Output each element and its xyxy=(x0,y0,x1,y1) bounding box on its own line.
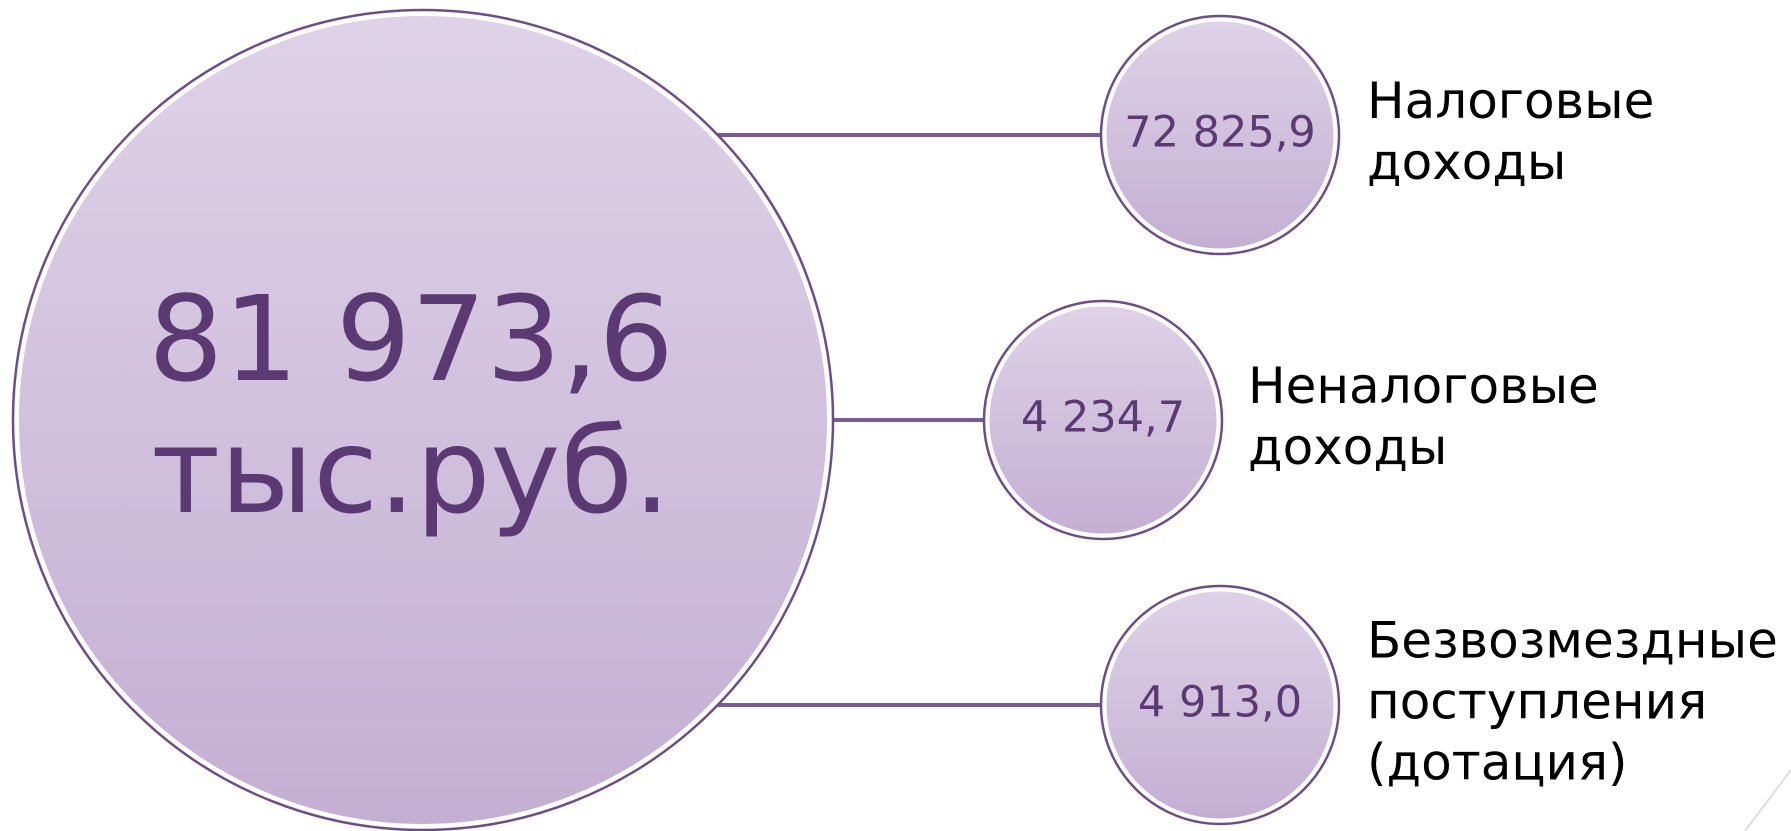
node-circle-border xyxy=(982,299,1224,541)
node-circle-border xyxy=(1099,14,1341,256)
center-circle-border xyxy=(11,8,835,831)
node-label: доходы xyxy=(1248,418,1447,476)
connectors xyxy=(700,133,1102,707)
node-label: Безвозмездные xyxy=(1367,612,1778,670)
node-value: 4 234,7 xyxy=(1021,393,1185,443)
node-label: Налоговые xyxy=(1367,72,1654,130)
node-label: (дотация) xyxy=(1367,734,1628,792)
node-circle-border xyxy=(1099,584,1341,826)
center-circle xyxy=(13,10,833,830)
corner-decoration xyxy=(1744,769,1791,831)
center-unit: тыс.руб. xyxy=(151,402,670,540)
node-circle xyxy=(984,301,1222,539)
node-label: поступления xyxy=(1367,673,1707,731)
node-label: доходы xyxy=(1367,133,1566,191)
node-label: Неналоговые xyxy=(1248,357,1599,415)
node-circle xyxy=(1101,16,1339,254)
node-value: 4 913,0 xyxy=(1138,678,1302,728)
center-value: 81 973,6 xyxy=(148,270,673,408)
node-circle xyxy=(1101,586,1339,824)
node-value: 72 825,9 xyxy=(1124,108,1315,158)
